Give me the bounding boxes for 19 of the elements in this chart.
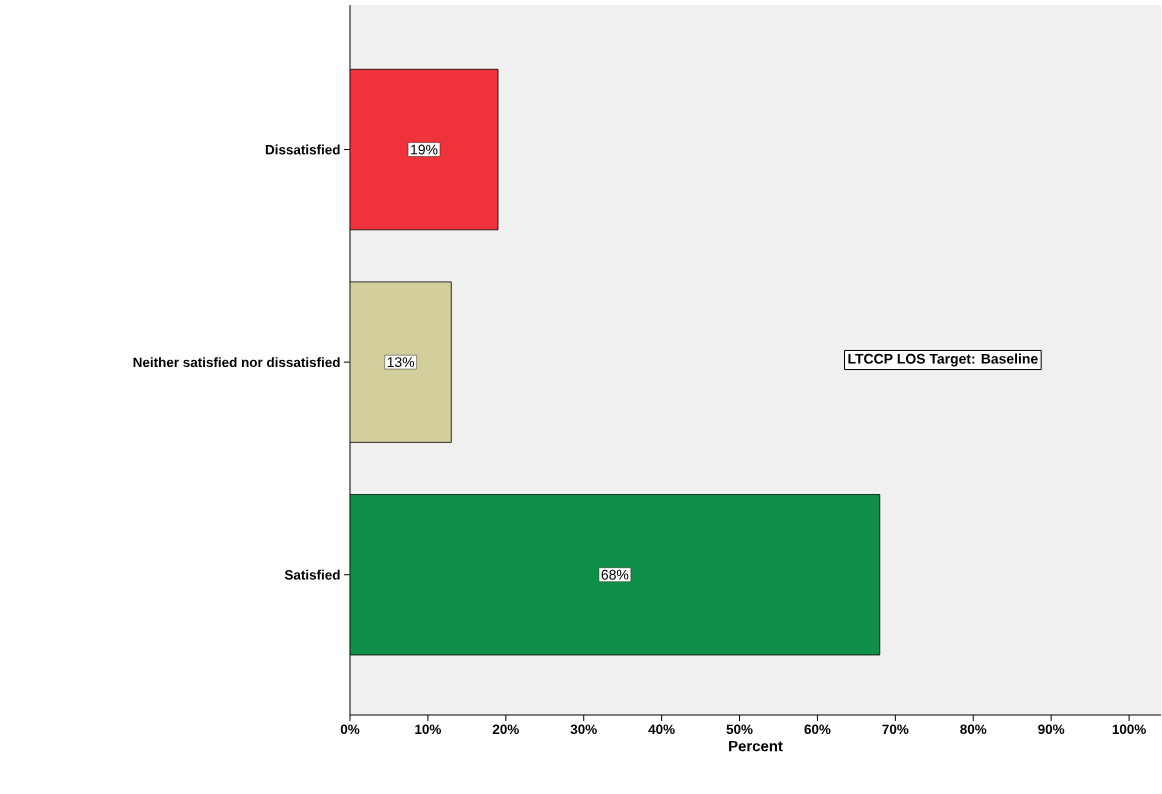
x-tick-label: 30%: [570, 724, 597, 735]
x-tick-label: 80%: [960, 724, 987, 735]
data-label: 13%: [387, 357, 415, 368]
x-tick-label: 60%: [804, 724, 831, 735]
x-tick-label: 10%: [415, 724, 442, 735]
x-tick-label: 90%: [1038, 724, 1065, 735]
data-label: 68%: [601, 569, 629, 580]
x-tick-label: 0%: [340, 724, 360, 735]
annotation: LTCCP LOS Target: Baseline: [848, 353, 1038, 367]
x-tick-label: 20%: [492, 724, 519, 735]
x-axis-title: Percent: [729, 740, 783, 752]
y-tick-label: Neither satisfied nor dissatisfied: [133, 357, 340, 368]
data-label: 19%: [411, 144, 438, 155]
y-tick-label: Dissatisfied: [265, 144, 340, 155]
x-tick-label: 70%: [882, 724, 909, 735]
x-tick-label: 100%: [1112, 724, 1146, 735]
y-tick-label: Satisfied: [284, 569, 340, 580]
x-tick-label: 40%: [648, 724, 675, 735]
x-tick-label: 50%: [726, 724, 753, 735]
